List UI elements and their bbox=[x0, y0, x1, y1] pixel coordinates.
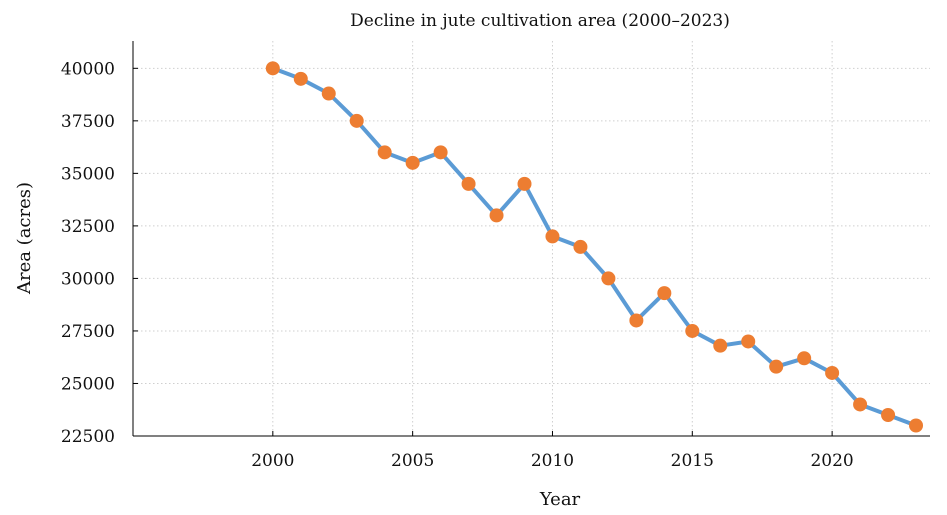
y-tick-label: 40000 bbox=[61, 59, 115, 79]
x-axis-label: Year bbox=[539, 489, 581, 510]
data-point bbox=[769, 359, 784, 374]
y-axis-label: Area (acres) bbox=[14, 182, 35, 295]
data-point bbox=[293, 71, 308, 86]
data-point bbox=[545, 229, 560, 244]
data-point bbox=[405, 155, 420, 170]
grid-lines bbox=[133, 41, 930, 437]
y-tick-label: 37500 bbox=[61, 112, 115, 132]
x-tick-label: 2005 bbox=[391, 451, 434, 471]
data-series bbox=[265, 61, 924, 433]
chart-title: Decline in jute cultivation area (2000–2… bbox=[350, 11, 730, 31]
x-tick-label: 2000 bbox=[251, 451, 294, 471]
data-point bbox=[321, 86, 336, 101]
data-point bbox=[349, 113, 364, 128]
y-tick-label: 25000 bbox=[61, 374, 115, 394]
data-point bbox=[601, 271, 616, 286]
data-point bbox=[853, 397, 868, 412]
data-point bbox=[797, 351, 812, 366]
data-point bbox=[265, 61, 280, 76]
data-point bbox=[461, 176, 476, 191]
data-point bbox=[741, 334, 756, 349]
y-tick-label: 27500 bbox=[61, 322, 115, 342]
data-point bbox=[881, 407, 896, 422]
series-line bbox=[270, 66, 918, 428]
data-point bbox=[433, 145, 448, 160]
data-point bbox=[713, 338, 728, 353]
y-tick-label: 22500 bbox=[61, 427, 115, 447]
y-tick-label: 35000 bbox=[61, 164, 115, 184]
x-tick-label: 2015 bbox=[671, 451, 714, 471]
y-tick-label: 32500 bbox=[61, 217, 115, 237]
ticks: 2000 2005 2010 2015 2020 22500 25000 27500 30000… bbox=[61, 59, 854, 471]
x-tick-label: 2020 bbox=[810, 451, 853, 471]
data-point bbox=[489, 208, 504, 223]
data-point bbox=[909, 418, 924, 433]
axes bbox=[132, 41, 930, 437]
y-tick-label: 30000 bbox=[61, 269, 115, 289]
data-point bbox=[517, 176, 532, 191]
x-tick-label: 2010 bbox=[531, 451, 574, 471]
data-point bbox=[573, 239, 588, 254]
data-point bbox=[629, 313, 644, 328]
data-point bbox=[685, 323, 700, 338]
data-point bbox=[657, 286, 672, 301]
data-point bbox=[377, 145, 392, 160]
data-point bbox=[825, 365, 840, 380]
